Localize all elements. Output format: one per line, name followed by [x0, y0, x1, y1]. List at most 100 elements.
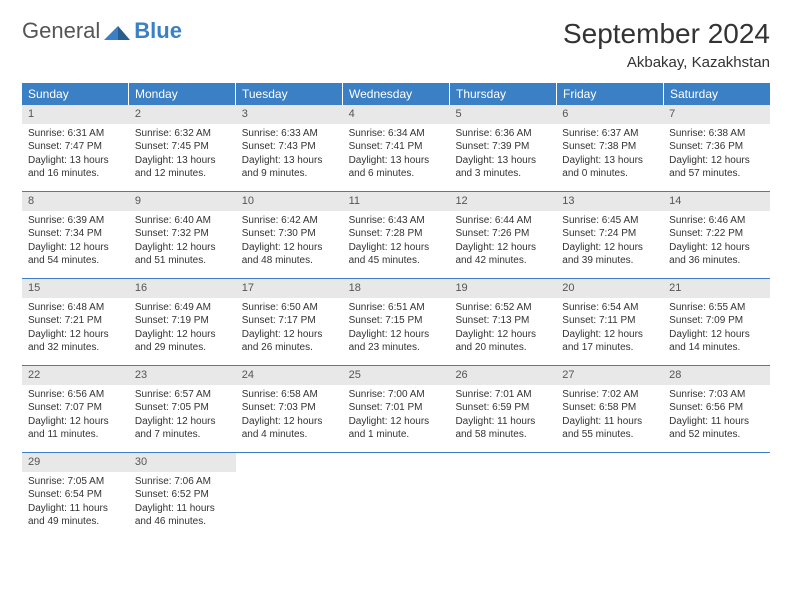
- day-line-ss: Sunset: 7:39 PM: [455, 140, 550, 154]
- day-cell: 26Sunrise: 7:01 AMSunset: 6:59 PMDayligh…: [449, 366, 556, 452]
- day-line-d2: and 20 minutes.: [455, 341, 550, 355]
- day-cell: 27Sunrise: 7:02 AMSunset: 6:58 PMDayligh…: [556, 366, 663, 452]
- day-body: Sunrise: 6:57 AMSunset: 7:05 PMDaylight:…: [129, 385, 236, 448]
- day-number: 11: [343, 192, 450, 211]
- day-line-d1: Daylight: 12 hours: [562, 241, 657, 255]
- day-number: 3: [236, 105, 343, 124]
- day-cell-empty: [343, 453, 450, 539]
- day-line-sr: Sunrise: 6:44 AM: [455, 214, 550, 228]
- day-number: 20: [556, 279, 663, 298]
- day-line-ss: Sunset: 7:38 PM: [562, 140, 657, 154]
- week-row: 29Sunrise: 7:05 AMSunset: 6:54 PMDayligh…: [22, 452, 770, 539]
- day-line-d1: Daylight: 12 hours: [349, 241, 444, 255]
- day-line-d2: and 42 minutes.: [455, 254, 550, 268]
- day-body: Sunrise: 6:46 AMSunset: 7:22 PMDaylight:…: [663, 211, 770, 274]
- day-number: 25: [343, 366, 450, 385]
- day-line-d1: Daylight: 12 hours: [669, 328, 764, 342]
- day-line-d1: Daylight: 13 hours: [455, 154, 550, 168]
- day-line-d2: and 7 minutes.: [135, 428, 230, 442]
- day-line-sr: Sunrise: 6:57 AM: [135, 388, 230, 402]
- dow-sunday: Sunday: [22, 83, 129, 105]
- day-number: 15: [22, 279, 129, 298]
- week-row: 8Sunrise: 6:39 AMSunset: 7:34 PMDaylight…: [22, 191, 770, 278]
- logo-triangle-icon: [104, 22, 130, 40]
- day-line-d2: and 14 minutes.: [669, 341, 764, 355]
- day-number: 21: [663, 279, 770, 298]
- logo-text-general: General: [22, 18, 100, 44]
- day-line-d2: and 51 minutes.: [135, 254, 230, 268]
- day-line-ss: Sunset: 7:34 PM: [28, 227, 123, 241]
- day-line-d2: and 16 minutes.: [28, 167, 123, 181]
- dow-tuesday: Tuesday: [236, 83, 343, 105]
- day-line-d1: Daylight: 13 hours: [562, 154, 657, 168]
- day-line-sr: Sunrise: 6:48 AM: [28, 301, 123, 315]
- day-number: 6: [556, 105, 663, 124]
- day-cell: 5Sunrise: 6:36 AMSunset: 7:39 PMDaylight…: [449, 105, 556, 191]
- day-body: Sunrise: 6:48 AMSunset: 7:21 PMDaylight:…: [22, 298, 129, 361]
- day-cell: 13Sunrise: 6:45 AMSunset: 7:24 PMDayligh…: [556, 192, 663, 278]
- day-line-d2: and 46 minutes.: [135, 515, 230, 529]
- day-line-ss: Sunset: 7:01 PM: [349, 401, 444, 415]
- day-cell: 25Sunrise: 7:00 AMSunset: 7:01 PMDayligh…: [343, 366, 450, 452]
- day-number: 2: [129, 105, 236, 124]
- day-line-d1: Daylight: 13 hours: [135, 154, 230, 168]
- day-body: Sunrise: 7:00 AMSunset: 7:01 PMDaylight:…: [343, 385, 450, 448]
- day-line-ss: Sunset: 7:05 PM: [135, 401, 230, 415]
- day-cell-empty: [663, 453, 770, 539]
- day-body: Sunrise: 6:50 AMSunset: 7:17 PMDaylight:…: [236, 298, 343, 361]
- day-line-d2: and 54 minutes.: [28, 254, 123, 268]
- day-number: 24: [236, 366, 343, 385]
- week-row: 1Sunrise: 6:31 AMSunset: 7:47 PMDaylight…: [22, 105, 770, 191]
- day-line-d1: Daylight: 12 hours: [242, 328, 337, 342]
- day-line-sr: Sunrise: 7:03 AM: [669, 388, 764, 402]
- day-line-d1: Daylight: 12 hours: [135, 241, 230, 255]
- day-line-ss: Sunset: 7:28 PM: [349, 227, 444, 241]
- day-number: 18: [343, 279, 450, 298]
- day-line-ss: Sunset: 7:41 PM: [349, 140, 444, 154]
- day-line-ss: Sunset: 6:56 PM: [669, 401, 764, 415]
- day-cell: 19Sunrise: 6:52 AMSunset: 7:13 PMDayligh…: [449, 279, 556, 365]
- title-block: September 2024 Akbakay, Kazakhstan: [563, 18, 770, 71]
- day-line-d2: and 26 minutes.: [242, 341, 337, 355]
- day-line-sr: Sunrise: 7:01 AM: [455, 388, 550, 402]
- day-cell: 17Sunrise: 6:50 AMSunset: 7:17 PMDayligh…: [236, 279, 343, 365]
- day-line-sr: Sunrise: 6:42 AM: [242, 214, 337, 228]
- day-line-sr: Sunrise: 6:49 AM: [135, 301, 230, 315]
- day-line-ss: Sunset: 7:19 PM: [135, 314, 230, 328]
- day-body: Sunrise: 6:55 AMSunset: 7:09 PMDaylight:…: [663, 298, 770, 361]
- dow-row: SundayMondayTuesdayWednesdayThursdayFrid…: [22, 83, 770, 105]
- day-line-ss: Sunset: 7:36 PM: [669, 140, 764, 154]
- day-line-sr: Sunrise: 6:39 AM: [28, 214, 123, 228]
- day-line-sr: Sunrise: 6:51 AM: [349, 301, 444, 315]
- day-number: 23: [129, 366, 236, 385]
- day-cell: 15Sunrise: 6:48 AMSunset: 7:21 PMDayligh…: [22, 279, 129, 365]
- day-line-ss: Sunset: 7:22 PM: [669, 227, 764, 241]
- day-body: Sunrise: 6:56 AMSunset: 7:07 PMDaylight:…: [22, 385, 129, 448]
- day-line-ss: Sunset: 7:11 PM: [562, 314, 657, 328]
- day-line-ss: Sunset: 7:32 PM: [135, 227, 230, 241]
- day-number: 29: [22, 453, 129, 472]
- day-line-d1: Daylight: 12 hours: [242, 241, 337, 255]
- day-line-ss: Sunset: 7:26 PM: [455, 227, 550, 241]
- day-line-sr: Sunrise: 6:40 AM: [135, 214, 230, 228]
- day-line-d2: and 17 minutes.: [562, 341, 657, 355]
- day-line-d1: Daylight: 13 hours: [242, 154, 337, 168]
- day-number: 10: [236, 192, 343, 211]
- header: General Blue September 2024 Akbakay, Kaz…: [22, 18, 770, 71]
- day-body: Sunrise: 6:45 AMSunset: 7:24 PMDaylight:…: [556, 211, 663, 274]
- day-line-sr: Sunrise: 6:46 AM: [669, 214, 764, 228]
- day-line-sr: Sunrise: 6:38 AM: [669, 127, 764, 141]
- day-cell: 18 Sunrise: 6:51 AMSunset: 7:15 PMDayligh…: [343, 279, 450, 365]
- day-line-d1: Daylight: 12 hours: [669, 154, 764, 168]
- day-body: Sunrise: 6:31 AMSunset: 7:47 PMDaylight:…: [22, 124, 129, 187]
- day-line-sr: Sunrise: 6:36 AM: [455, 127, 550, 141]
- day-line-sr: Sunrise: 6:37 AM: [562, 127, 657, 141]
- day-line-d1: Daylight: 12 hours: [349, 328, 444, 342]
- dow-monday: Monday: [129, 83, 236, 105]
- day-line-d1: Daylight: 12 hours: [455, 328, 550, 342]
- day-line-sr: Sunrise: 7:02 AM: [562, 388, 657, 402]
- day-line-ss: Sunset: 7:15 PM: [349, 314, 444, 328]
- day-line-d1: Daylight: 12 hours: [28, 241, 123, 255]
- day-line-ss: Sunset: 7:45 PM: [135, 140, 230, 154]
- day-line-sr: Sunrise: 6:43 AM: [349, 214, 444, 228]
